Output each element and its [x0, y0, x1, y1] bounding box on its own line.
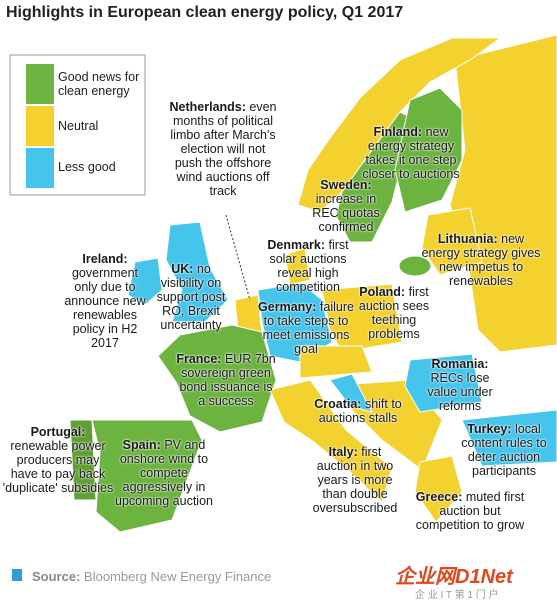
- annotation: Italy: first auction in two years is mor…: [307, 445, 403, 515]
- romania: [404, 353, 483, 413]
- annotation-text: first solar auctions reveal high competi…: [269, 238, 349, 294]
- annotation-text: Bloomberg New Energy Finance: [84, 569, 272, 584]
- countries: [69, 34, 557, 533]
- source-marker: [12, 569, 22, 581]
- country-name: Italy:: [328, 445, 358, 459]
- annotation: Turkey: local content rules to deter auc…: [452, 422, 556, 478]
- annotation: Germany: failure to take steps to meet e…: [258, 300, 354, 356]
- croatia: [329, 373, 373, 413]
- annotation-text: renewable power producers may have to pa…: [2, 439, 114, 495]
- spain: [91, 419, 203, 533]
- country-name: Romania:: [431, 357, 489, 371]
- annotation: Sweden: increase in REC quotas confirmed: [305, 178, 387, 234]
- annotation-text: local content rules to deter auction par…: [461, 422, 547, 478]
- italy: [269, 379, 393, 503]
- lithuania: [398, 255, 432, 277]
- country-name: Greece:: [415, 490, 463, 504]
- annotation-text: first auction in two years is more than …: [312, 445, 398, 515]
- country-name: Poland:: [359, 285, 406, 299]
- country-name: France:: [176, 352, 222, 366]
- country-name: Source:: [32, 569, 81, 584]
- annotation-text: first auction sees teething problems: [358, 285, 430, 341]
- country-name: UK:: [171, 262, 194, 276]
- annotation: Spain: PV and onshore wind to compete ag…: [108, 438, 220, 508]
- legend-label: Neutral: [58, 119, 99, 133]
- central: [299, 345, 373, 379]
- legend-swatch: [26, 148, 54, 188]
- country-name: Ireland:: [82, 252, 128, 266]
- baltics: [421, 207, 483, 276]
- portugal: [69, 419, 97, 501]
- watermark-tagline: 企 业 I T 第 1 门 户: [415, 590, 499, 601]
- poland: [321, 283, 403, 353]
- annotation: Croatia: shift to auctions stalls: [312, 397, 404, 425]
- legend-label: Good news for clean energy: [58, 70, 140, 98]
- annotation-text: PV and onshore wind to compete aggressiv…: [115, 438, 213, 508]
- annotation-text: muted first auction but competition to g…: [415, 490, 525, 532]
- annotation: Poland: first auction sees teething prob…: [348, 285, 440, 341]
- annotation: Netherlands: even months of political li…: [167, 100, 279, 198]
- uk: [165, 221, 229, 323]
- annotation: Romania: RECs lose value under reforms: [414, 357, 506, 413]
- annotation: Ireland: government only due to announce…: [60, 252, 150, 350]
- annotation-text: new energy strategy takes it one step cl…: [362, 125, 460, 181]
- annotation-text: shift to auctions stalls: [318, 397, 402, 425]
- denmark: [284, 247, 311, 286]
- annotation-text: failure to take steps to meet emissions …: [262, 300, 354, 356]
- legend-swatch: [26, 64, 54, 104]
- annotation: Finland: new energy strategy takes it on…: [362, 125, 460, 181]
- annotation: Greece: muted first auction but competit…: [410, 490, 530, 532]
- annotation-text: new energy strategy gives new impetus to…: [421, 232, 541, 288]
- annotation: France: EUR 7bn sovereign green bond iss…: [175, 352, 277, 408]
- country-name: Finland:: [373, 125, 423, 139]
- country-name: Sweden:: [320, 178, 372, 192]
- country-name: Portugal:: [30, 425, 86, 439]
- annotation-text: RECs lose value under reforms: [427, 371, 493, 413]
- france: [157, 324, 277, 433]
- annotation-text: increase in REC quotas confirmed: [312, 192, 380, 234]
- legend-label: Less good: [58, 160, 116, 174]
- russia: [449, 34, 557, 353]
- annotation-text: no visibility on support post RO, Brexit…: [156, 262, 226, 332]
- annotation-text: government only due to announce new rene…: [64, 266, 146, 350]
- sweden: [335, 111, 421, 243]
- country-name: Croatia:: [314, 397, 362, 411]
- country-name: Turkey:: [467, 422, 512, 436]
- title: Highlights in European clean energy poli…: [6, 4, 404, 21]
- ireland: [127, 257, 163, 306]
- annotation: Denmark: first solar auctions reveal hig…: [257, 238, 359, 294]
- country-name: Netherlands:: [169, 100, 246, 114]
- country-name: Denmark:: [267, 238, 326, 252]
- watermark-logo: 企业网D1Net: [395, 566, 513, 588]
- greece: [414, 455, 463, 523]
- annotation-text: even months of political limbo after Mar…: [170, 100, 277, 198]
- annotation: UK: no visibility on support post RO, Br…: [150, 262, 232, 332]
- pointer: [225, 214, 251, 301]
- country-name: Germany:: [258, 300, 317, 314]
- source: Source: Bloomberg New Energy Finance: [32, 569, 271, 584]
- annotation: Lithuania: new energy strategy gives new…: [420, 232, 542, 288]
- finland: [394, 87, 463, 213]
- annotation-text: EUR 7bn sovereign green bond issuance is…: [179, 352, 276, 408]
- turkey: [461, 409, 557, 467]
- country-name: Lithuania:: [437, 232, 498, 246]
- legend-swatch: [26, 106, 54, 146]
- country-name: Spain:: [122, 438, 161, 452]
- annotation: Portugal: renewable power producers may …: [2, 425, 114, 495]
